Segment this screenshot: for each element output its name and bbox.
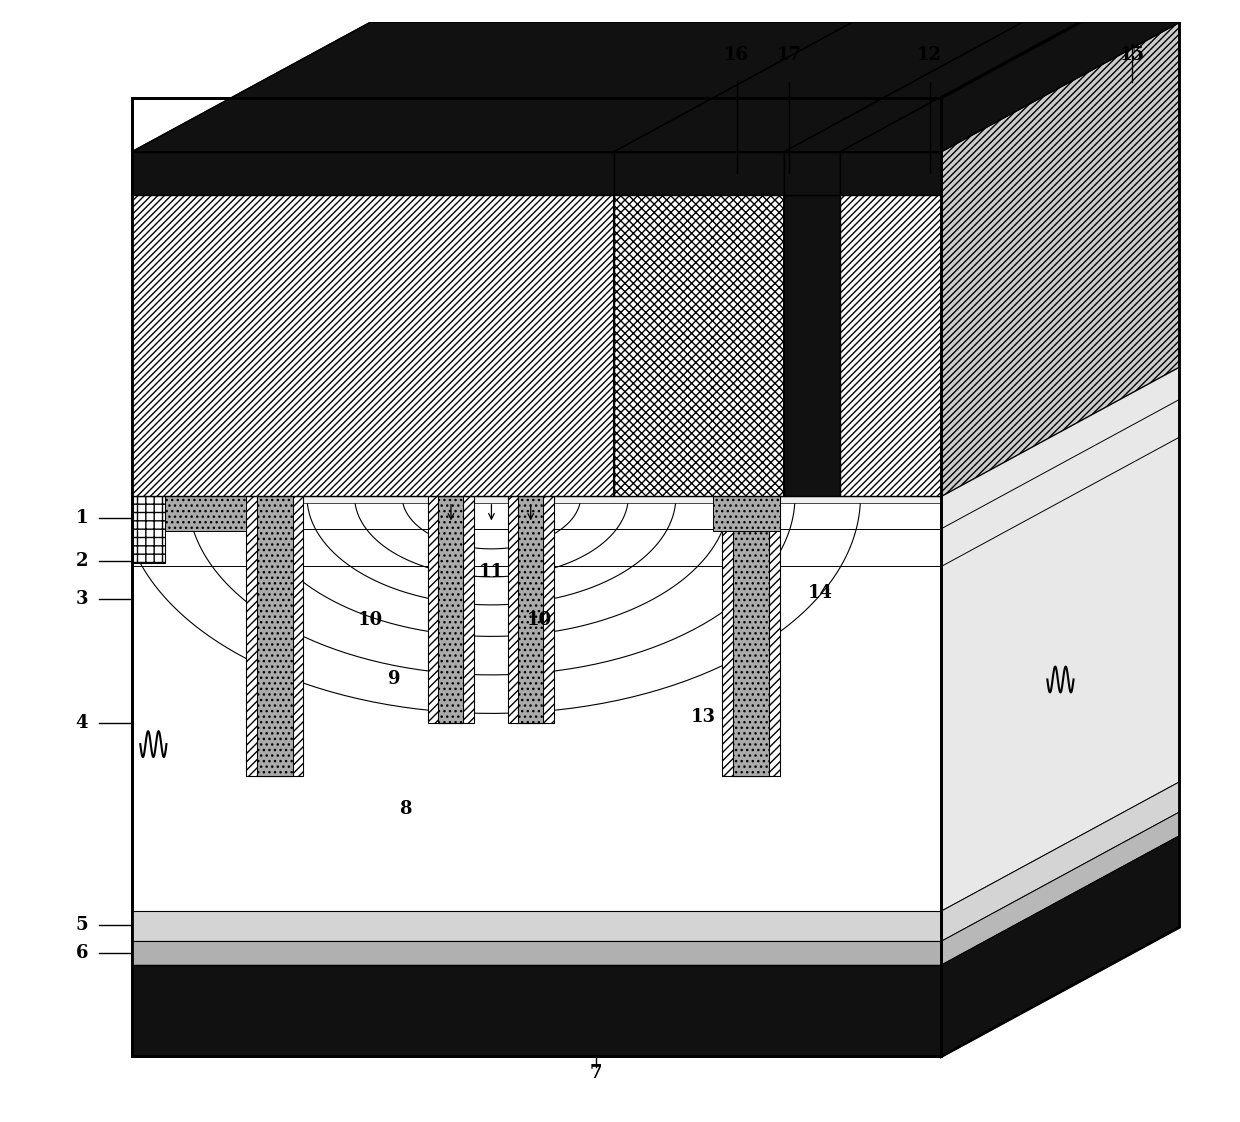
Polygon shape — [841, 151, 941, 496]
Text: 3: 3 — [76, 590, 88, 608]
Polygon shape — [131, 911, 941, 941]
Polygon shape — [131, 151, 614, 195]
Polygon shape — [614, 151, 784, 195]
Text: 12: 12 — [918, 46, 942, 64]
Text: 7: 7 — [590, 1064, 603, 1082]
Text: 1: 1 — [76, 509, 88, 527]
Polygon shape — [439, 496, 464, 723]
Polygon shape — [941, 782, 1179, 941]
Text: 17: 17 — [776, 46, 801, 64]
Polygon shape — [784, 195, 841, 496]
Text: 5: 5 — [76, 916, 88, 935]
Text: 8: 8 — [399, 800, 412, 818]
Polygon shape — [131, 151, 614, 496]
Polygon shape — [156, 496, 247, 531]
Polygon shape — [723, 496, 780, 776]
Text: 9: 9 — [388, 671, 401, 689]
Polygon shape — [131, 941, 941, 965]
Polygon shape — [131, 490, 941, 503]
Polygon shape — [841, 22, 1179, 151]
Polygon shape — [428, 496, 474, 723]
Text: 10: 10 — [527, 611, 552, 629]
Polygon shape — [131, 22, 852, 151]
Polygon shape — [733, 496, 769, 776]
Text: 14: 14 — [807, 585, 832, 603]
Polygon shape — [784, 151, 841, 195]
Text: 6: 6 — [76, 944, 88, 962]
Polygon shape — [614, 22, 1022, 151]
Polygon shape — [614, 22, 1022, 151]
Polygon shape — [131, 22, 852, 151]
Polygon shape — [784, 22, 1079, 151]
Polygon shape — [841, 22, 1179, 151]
Polygon shape — [131, 98, 941, 1057]
Text: 11: 11 — [479, 563, 503, 581]
Polygon shape — [247, 496, 304, 776]
Polygon shape — [941, 22, 1179, 496]
Polygon shape — [941, 836, 1179, 1057]
Text: 15: 15 — [1120, 46, 1145, 64]
Polygon shape — [133, 496, 165, 563]
Text: 16: 16 — [724, 46, 749, 64]
Polygon shape — [713, 496, 780, 531]
Text: 10: 10 — [357, 611, 383, 629]
Polygon shape — [518, 496, 543, 723]
Polygon shape — [131, 307, 1179, 438]
Text: 2: 2 — [76, 552, 88, 570]
Text: 13: 13 — [691, 708, 715, 726]
Polygon shape — [941, 0, 1179, 1057]
Polygon shape — [941, 812, 1179, 965]
Polygon shape — [841, 151, 941, 195]
Text: 4: 4 — [76, 714, 88, 732]
Polygon shape — [131, 965, 941, 1057]
Polygon shape — [614, 151, 784, 496]
Polygon shape — [257, 496, 293, 776]
Polygon shape — [507, 496, 554, 723]
Polygon shape — [131, 438, 941, 496]
